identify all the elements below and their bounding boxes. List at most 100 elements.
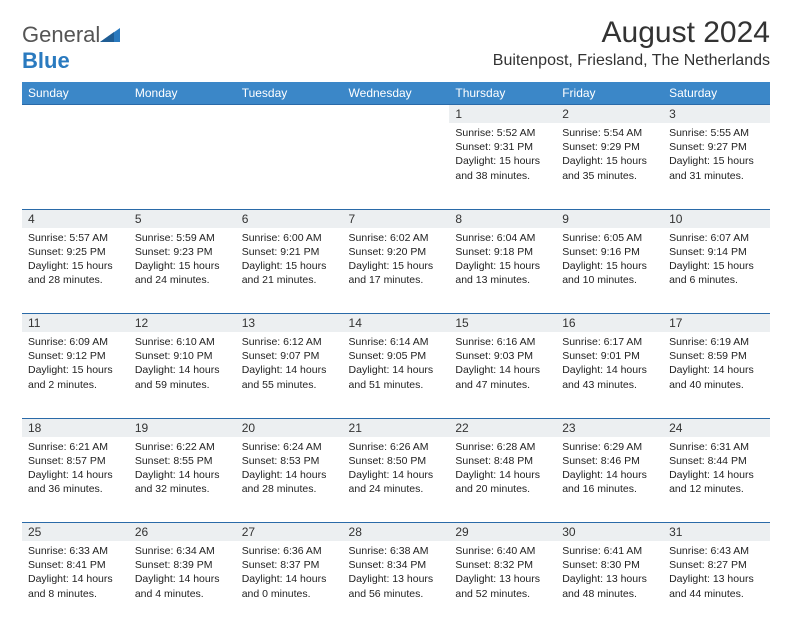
sunrise-text: Sunrise: 6:12 AM [242,335,337,349]
day-cell: Sunrise: 6:19 AMSunset: 8:59 PMDaylight:… [663,332,770,418]
day-cell: Sunrise: 5:59 AMSunset: 9:23 PMDaylight:… [129,228,236,314]
day-data-row: Sunrise: 6:09 AMSunset: 9:12 PMDaylight:… [22,332,770,418]
daylight-text: Daylight: 14 hours and 32 minutes. [135,468,230,496]
day-number: 31 [663,523,770,542]
day-cell: Sunrise: 6:43 AMSunset: 8:27 PMDaylight:… [663,541,770,627]
sunrise-text: Sunrise: 6:09 AM [28,335,123,349]
day-cell: Sunrise: 6:24 AMSunset: 8:53 PMDaylight:… [236,437,343,523]
sunrise-text: Sunrise: 6:33 AM [28,544,123,558]
day-number [343,105,450,124]
sunrise-text: Sunrise: 6:07 AM [669,231,764,245]
day-header: Thursday [449,82,556,105]
daylight-text: Daylight: 14 hours and 59 minutes. [135,363,230,391]
day-cell [343,123,450,209]
sunset-text: Sunset: 9:20 PM [349,245,444,259]
day-number: 7 [343,209,450,228]
daylight-text: Daylight: 15 hours and 28 minutes. [28,259,123,287]
day-header-row: Sunday Monday Tuesday Wednesday Thursday… [22,82,770,105]
sunset-text: Sunset: 9:27 PM [669,140,764,154]
day-number: 17 [663,314,770,333]
sunrise-text: Sunrise: 5:54 AM [562,126,657,140]
day-number: 19 [129,418,236,437]
sunset-text: Sunset: 8:41 PM [28,558,123,572]
day-cell: Sunrise: 6:34 AMSunset: 8:39 PMDaylight:… [129,541,236,627]
day-header: Tuesday [236,82,343,105]
sunset-text: Sunset: 8:32 PM [455,558,550,572]
sunset-text: Sunset: 9:31 PM [455,140,550,154]
daylight-text: Daylight: 14 hours and 24 minutes. [349,468,444,496]
page-title: August 2024 [493,16,770,50]
sunrise-text: Sunrise: 6:22 AM [135,440,230,454]
day-number: 6 [236,209,343,228]
day-number: 13 [236,314,343,333]
daylight-text: Daylight: 14 hours and 40 minutes. [669,363,764,391]
logo-text-gray: General [22,22,100,47]
sunrise-text: Sunrise: 6:05 AM [562,231,657,245]
day-number-row: 45678910 [22,209,770,228]
title-block: August 2024 Buitenpost, Friesland, The N… [493,16,770,70]
location-text: Buitenpost, Friesland, The Netherlands [493,52,770,70]
sunrise-text: Sunrise: 6:38 AM [349,544,444,558]
day-number: 12 [129,314,236,333]
day-number: 28 [343,523,450,542]
day-number: 27 [236,523,343,542]
day-number-row: 18192021222324 [22,418,770,437]
day-cell: Sunrise: 6:16 AMSunset: 9:03 PMDaylight:… [449,332,556,418]
day-number-row: 25262728293031 [22,523,770,542]
daylight-text: Daylight: 14 hours and 43 minutes. [562,363,657,391]
day-number: 4 [22,209,129,228]
daylight-text: Daylight: 14 hours and 20 minutes. [455,468,550,496]
day-number-row: 123 [22,105,770,124]
sunset-text: Sunset: 8:53 PM [242,454,337,468]
day-number [22,105,129,124]
sunrise-text: Sunrise: 6:40 AM [455,544,550,558]
logo: GeneralBlue [22,22,120,74]
sunrise-text: Sunrise: 6:28 AM [455,440,550,454]
day-header: Saturday [663,82,770,105]
logo-triangle-icon [100,22,120,48]
day-cell: Sunrise: 6:26 AMSunset: 8:50 PMDaylight:… [343,437,450,523]
day-cell: Sunrise: 6:04 AMSunset: 9:18 PMDaylight:… [449,228,556,314]
day-cell: Sunrise: 6:10 AMSunset: 9:10 PMDaylight:… [129,332,236,418]
sunrise-text: Sunrise: 6:10 AM [135,335,230,349]
daylight-text: Daylight: 14 hours and 47 minutes. [455,363,550,391]
day-cell: Sunrise: 6:40 AMSunset: 8:32 PMDaylight:… [449,541,556,627]
daylight-text: Daylight: 13 hours and 52 minutes. [455,572,550,600]
daylight-text: Daylight: 14 hours and 4 minutes. [135,572,230,600]
day-cell: Sunrise: 6:17 AMSunset: 9:01 PMDaylight:… [556,332,663,418]
daylight-text: Daylight: 13 hours and 44 minutes. [669,572,764,600]
day-data-row: Sunrise: 5:52 AMSunset: 9:31 PMDaylight:… [22,123,770,209]
sunset-text: Sunset: 9:05 PM [349,349,444,363]
day-cell: Sunrise: 6:22 AMSunset: 8:55 PMDaylight:… [129,437,236,523]
day-number: 11 [22,314,129,333]
day-cell: Sunrise: 6:02 AMSunset: 9:20 PMDaylight:… [343,228,450,314]
day-number-row: 11121314151617 [22,314,770,333]
day-cell: Sunrise: 6:12 AMSunset: 9:07 PMDaylight:… [236,332,343,418]
daylight-text: Daylight: 13 hours and 56 minutes. [349,572,444,600]
day-cell: Sunrise: 6:41 AMSunset: 8:30 PMDaylight:… [556,541,663,627]
daylight-text: Daylight: 15 hours and 6 minutes. [669,259,764,287]
logo-text-blue: Blue [22,48,70,73]
day-cell: Sunrise: 6:07 AMSunset: 9:14 PMDaylight:… [663,228,770,314]
day-cell [22,123,129,209]
daylight-text: Daylight: 14 hours and 8 minutes. [28,572,123,600]
header: GeneralBlue August 2024 Buitenpost, Frie… [22,16,770,74]
sunrise-text: Sunrise: 6:31 AM [669,440,764,454]
day-number: 5 [129,209,236,228]
day-cell: Sunrise: 6:21 AMSunset: 8:57 PMDaylight:… [22,437,129,523]
daylight-text: Daylight: 15 hours and 21 minutes. [242,259,337,287]
daylight-text: Daylight: 14 hours and 12 minutes. [669,468,764,496]
daylight-text: Daylight: 14 hours and 16 minutes. [562,468,657,496]
day-data-row: Sunrise: 6:33 AMSunset: 8:41 PMDaylight:… [22,541,770,627]
sunset-text: Sunset: 8:37 PM [242,558,337,572]
sunset-text: Sunset: 8:55 PM [135,454,230,468]
sunrise-text: Sunrise: 6:17 AM [562,335,657,349]
day-number: 25 [22,523,129,542]
sunrise-text: Sunrise: 6:34 AM [135,544,230,558]
day-number: 9 [556,209,663,228]
day-number: 23 [556,418,663,437]
day-cell [129,123,236,209]
sunrise-text: Sunrise: 6:29 AM [562,440,657,454]
day-header: Monday [129,82,236,105]
daylight-text: Daylight: 15 hours and 2 minutes. [28,363,123,391]
